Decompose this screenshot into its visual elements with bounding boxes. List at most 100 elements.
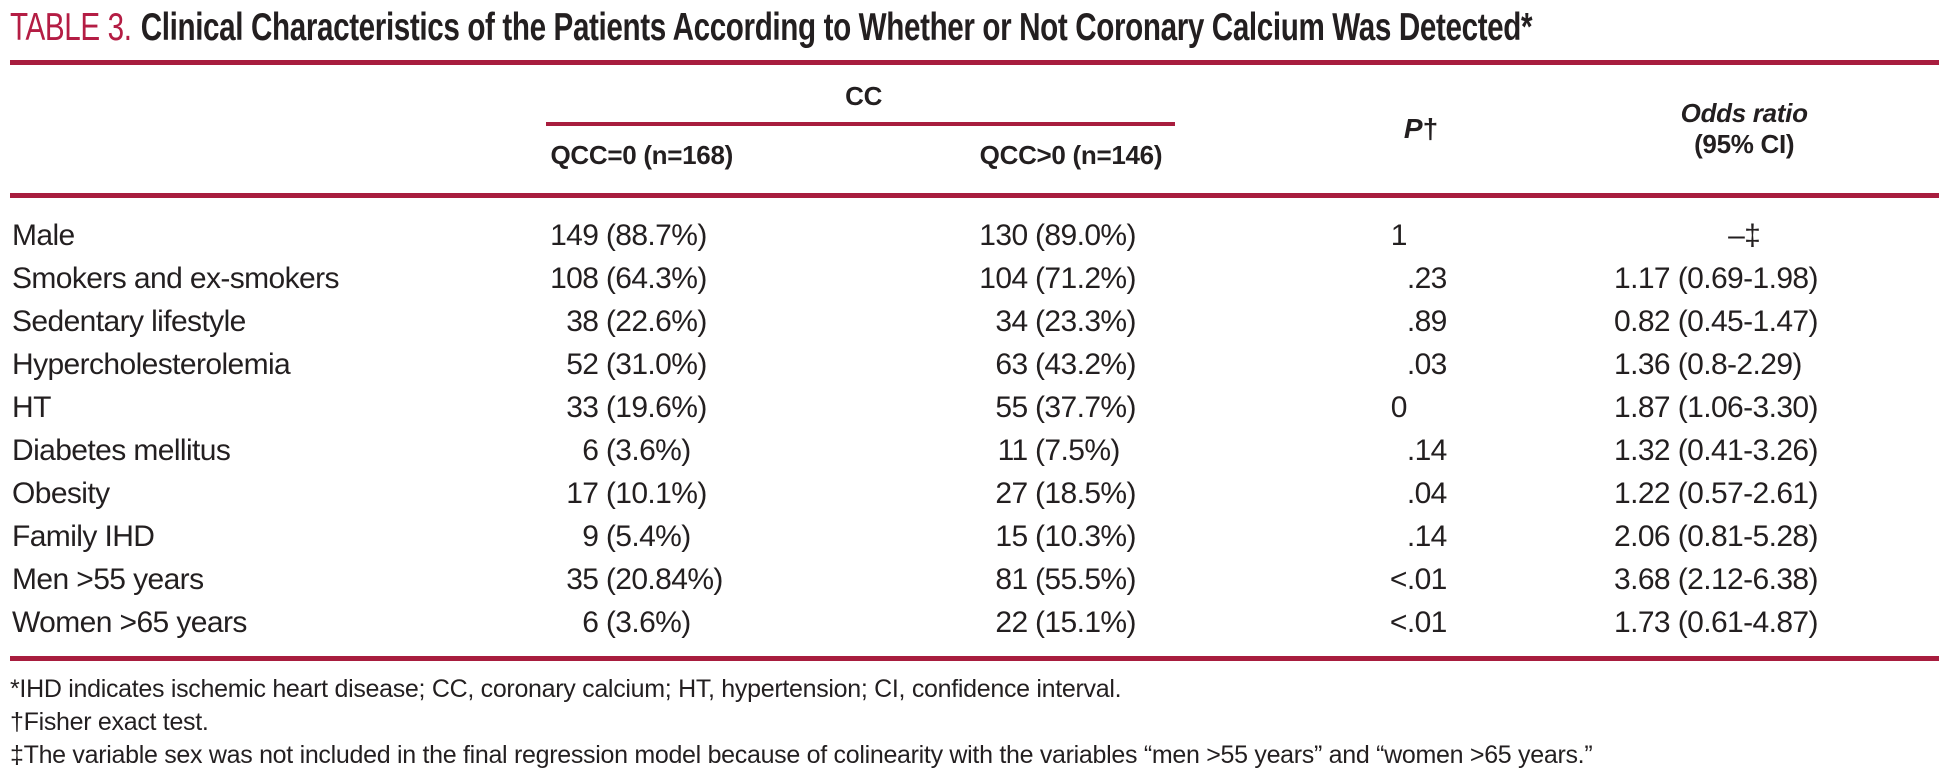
cc-group-label: CC — [845, 81, 883, 111]
p-value-cell: 0 — [1293, 386, 1550, 429]
odds-ratio-value: 1.22 (0.57-2.61) — [1614, 476, 1818, 510]
p-value: 1 — [1390, 218, 1408, 252]
odds-ratio-value: –‡ — [1728, 218, 1761, 252]
odds-ratio-value: 1.32 (0.41-3.26) — [1614, 433, 1818, 467]
table-title: TABLE 3. Clinical Characteristics of the … — [10, 6, 1939, 52]
odds-ratio-value: 0.82 (0.45-1.47) — [1614, 304, 1818, 338]
table-row: Women >65 years 6 (3.6%) 22 (15.1%) <.01 1… — [10, 601, 1939, 656]
qcc0-value: 38 (22.6%) — [566, 304, 707, 338]
row-label: Hypercholesterolemia — [12, 347, 291, 381]
footnote-abbreviations: *IHD indicates ischemic heart disease; C… — [10, 675, 1122, 703]
qcc0-value-cell: 35 (20.84%) — [434, 558, 849, 601]
p-value: .03 — [1406, 347, 1448, 381]
qcc1-value: 22 (15.1%) — [995, 605, 1136, 639]
qcc1-value: 27 (18.5%) — [995, 476, 1136, 510]
row-label: Sedentary lifestyle — [12, 304, 246, 338]
p-value-cell: .03 — [1293, 343, 1550, 386]
row-label: Men >55 years — [12, 562, 204, 596]
row-label: Male — [12, 218, 75, 252]
p-value-cell: .14 — [1293, 429, 1550, 472]
qcc1-value: 130 (89.0%) — [979, 218, 1136, 252]
table-body: Male 149 (88.7%) 130 (89.0%) 1 –‡ Smokers … — [10, 196, 1939, 657]
qcc0-value: 17 (10.1%) — [566, 476, 707, 510]
odds-ratio-value: 2.06 (0.81-5.28) — [1614, 519, 1818, 553]
qcc1-value-cell: 15 (10.3%) — [849, 515, 1293, 558]
odds-ratio-value: 1.87 (1.06-3.30) — [1614, 390, 1818, 424]
p-value-cell: <.01 — [1293, 601, 1550, 656]
odds-ratio-value: 1.73 (0.61-4.87) — [1614, 605, 1818, 639]
qcc1-value-cell: 81 (55.5%) — [849, 558, 1293, 601]
odds-ratio-header-line1: Odds ratio — [1680, 98, 1808, 128]
table-number-label: TABLE 3. — [10, 6, 132, 49]
table-row: HT 33 (19.6%) 55 (37.7%) 0 1.87 (1.06-3.30… — [10, 386, 1939, 429]
red-rule-top — [10, 60, 1939, 65]
odds-ratio-value: 1.36 (0.8-2.29) — [1614, 347, 1802, 381]
qcc1-value-cell: 104 (71.2%) — [849, 257, 1293, 300]
p-value-cell: <.01 — [1293, 558, 1550, 601]
qcc1-value-cell: 34 (23.3%) — [849, 300, 1293, 343]
odds-ratio-cell: –‡ — [1549, 196, 1939, 258]
p-column-header: P† — [1292, 65, 1550, 198]
qcc1-value: 81 (55.5%) — [995, 562, 1136, 596]
table-row: Diabetes mellitus 6 (3.6%) 11 (7.5%) .14 1… — [10, 429, 1939, 472]
odds-ratio-column-header: Odds ratio (95% CI) — [1549, 65, 1939, 198]
odds-ratio-cell: 1.22 (0.57-2.61) — [1549, 472, 1939, 515]
qcc1-value: 11 (7.5%) — [997, 433, 1121, 467]
corner-header-cell — [10, 65, 435, 198]
qcc0-value-cell: 6 (3.6%) — [434, 429, 849, 472]
qcc0-value-cell: 9 (5.4%) — [434, 515, 849, 558]
row-label: Diabetes mellitus — [12, 433, 231, 467]
row-label: Smokers and ex-smokers — [12, 261, 340, 295]
row-label: HT — [12, 390, 51, 424]
qcc0-value-cell: 52 (31.0%) — [434, 343, 849, 386]
qcc0-value-cell: 38 (22.6%) — [434, 300, 849, 343]
odds-ratio-header-line2: (95% CI) — [1694, 129, 1795, 159]
p-value: .04 — [1406, 476, 1448, 510]
table-row: Hypercholesterolemia 52 (31.0%) 63 (43.2%)… — [10, 343, 1939, 386]
qcc0-value: 108 (64.3%) — [550, 261, 707, 295]
row-label: Obesity — [12, 476, 110, 510]
p-value-cell: .23 — [1293, 257, 1550, 300]
table-title-inner: TABLE 3. Clinical Characteristics of the … — [10, 6, 1533, 50]
qcc0-value-cell: 33 (19.6%) — [434, 386, 849, 429]
qcc0-value: 35 (20.84%) — [566, 562, 723, 596]
odds-ratio-cell: 1.73 (0.61-4.87) — [1549, 601, 1939, 656]
qcc0-value: 33 (19.6%) — [566, 390, 707, 424]
qcc0-value: 52 (31.0%) — [566, 347, 707, 381]
odds-ratio-value: 1.17 (0.69-1.98) — [1614, 261, 1818, 295]
footnotes: *IHD indicates ischemic heart disease; C… — [10, 673, 1939, 772]
p-header-dagger: † — [1422, 113, 1439, 144]
odds-ratio-value: 3.68 (2.12-6.38) — [1614, 562, 1818, 596]
odds-ratio-cell: 1.32 (0.41-3.26) — [1549, 429, 1939, 472]
qcc0-value-cell: 6 (3.6%) — [434, 601, 849, 656]
clinical-characteristics-table: CC P† Odds ratio (95% CI) QCC=0 (n=168) … — [10, 65, 1939, 656]
qcc1-value-cell: 27 (18.5%) — [849, 472, 1293, 515]
table-row: Smokers and ex-smokers 108 (64.3%) 104 (71… — [10, 257, 1939, 300]
table-row: Men >55 years 35 (20.84%) 81 (55.5%) <.01 … — [10, 558, 1939, 601]
p-value: <.01 — [1389, 605, 1447, 639]
qcc0-value: 6 (3.6%) — [582, 433, 691, 467]
row-label: Family IHD — [12, 519, 155, 553]
qcc1-column-header: QCC>0 (n=146) — [849, 126, 1293, 198]
qcc1-value: 104 (71.2%) — [979, 261, 1136, 295]
odds-ratio-cell: 3.68 (2.12-6.38) — [1549, 558, 1939, 601]
qcc0-value: 149 (88.7%) — [550, 218, 707, 252]
qcc1-value-cell: 11 (7.5%) — [849, 429, 1293, 472]
p-value-cell: .14 — [1293, 515, 1550, 558]
qcc0-value: 6 (3.6%) — [582, 605, 691, 639]
odds-ratio-cell: 1.17 (0.69-1.98) — [1549, 257, 1939, 300]
p-value: .23 — [1406, 261, 1448, 295]
row-label: Women >65 years — [12, 605, 247, 639]
qcc0-value: 9 (5.4%) — [582, 519, 691, 553]
odds-ratio-cell: 0.82 (0.45-1.47) — [1549, 300, 1939, 343]
table-row: Obesity 17 (10.1%) 27 (18.5%) .04 1.22 (0.… — [10, 472, 1939, 515]
p-value: .14 — [1406, 433, 1448, 467]
qcc1-value: 63 (43.2%) — [995, 347, 1136, 381]
footnote-fisher-test: †Fisher exact test. — [10, 708, 209, 736]
odds-ratio-cell: 2.06 (0.81-5.28) — [1549, 515, 1939, 558]
footnote-sex-variable: ‡The variable sex was not included in th… — [10, 741, 1593, 769]
odds-ratio-cell: 1.36 (0.8-2.29) — [1549, 343, 1939, 386]
qcc0-value-cell: 149 (88.7%) — [434, 196, 849, 258]
table-row: Sedentary lifestyle 38 (22.6%) 34 (23.3%) … — [10, 300, 1939, 343]
qcc1-value: 34 (23.3%) — [995, 304, 1136, 338]
